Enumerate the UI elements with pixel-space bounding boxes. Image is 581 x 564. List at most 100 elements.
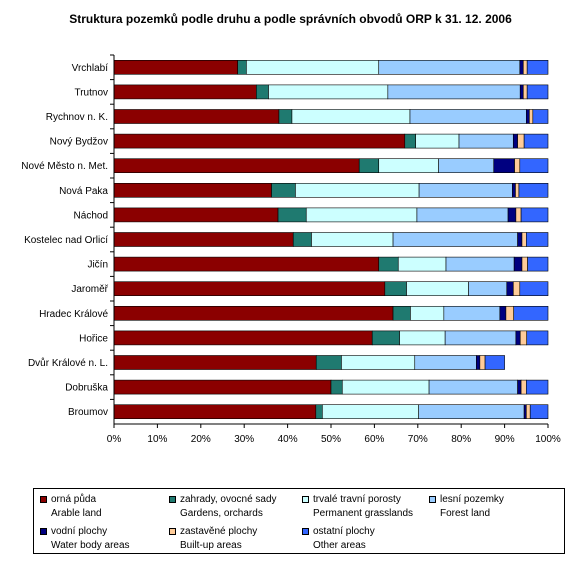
bar-kostelec-nad-orlici-other-areas bbox=[525, 232, 549, 247]
bar-nova-paka-arable-land bbox=[113, 183, 272, 198]
bar-hradec-kralove-arable-land bbox=[113, 305, 394, 321]
legend-label-cz: lesní pozemky bbox=[440, 494, 504, 505]
legend-swatch bbox=[169, 528, 176, 535]
bar-nove-mesto-n-met-water-body-areas bbox=[493, 158, 515, 173]
bar-broumov-arable-land bbox=[113, 404, 317, 420]
bar-jicin-forest-land bbox=[445, 256, 515, 272]
bar-broumov-water-body-areas bbox=[523, 404, 527, 420]
bar-broumov-permanent-grasslands bbox=[322, 404, 419, 420]
legend-label-en: Gardens, orchards bbox=[180, 508, 263, 519]
bar-broumov-forest-land bbox=[418, 404, 525, 420]
bar-novy-bydzov-arable-land bbox=[113, 133, 406, 149]
bar-dvur-kralove-n-l-arable-land bbox=[113, 355, 317, 370]
x-tick-label: 30% bbox=[234, 434, 254, 445]
bar-trutnov-water-body-areas bbox=[519, 84, 524, 100]
category-label: Jaroměř bbox=[71, 284, 108, 295]
x-tick-label: 60% bbox=[364, 434, 384, 445]
bar-jicin-built-up-areas bbox=[521, 256, 528, 272]
bar-nova-paka-built-up-areas bbox=[515, 183, 520, 198]
bar-dobruska-permanent-grasslands bbox=[341, 379, 430, 395]
category-label: Dobruška bbox=[65, 383, 108, 394]
category-label: Nový Bydžov bbox=[50, 137, 108, 148]
bar-jaromer-gardens-orchards bbox=[384, 281, 407, 297]
x-tick-label: 10% bbox=[147, 434, 167, 445]
legend-label-cz: zahrady, ovocné sady bbox=[180, 494, 277, 505]
bar-jaromer-forest-land bbox=[468, 281, 508, 297]
bar-broumov-built-up-areas bbox=[525, 404, 531, 420]
bar-hradec-kralove-other-areas bbox=[513, 305, 549, 321]
bar-nachod-water-body-areas bbox=[507, 207, 517, 223]
legend-label-en: Forest land bbox=[440, 508, 491, 519]
bar-vrchlabi-water-body-areas bbox=[519, 59, 524, 75]
bar-nova-paka-forest-land bbox=[418, 183, 513, 198]
bar-novy-bydzov-water-body-areas bbox=[512, 133, 518, 149]
bar-nove-mesto-n-met-other-areas bbox=[519, 158, 549, 173]
bar-dobruska-gardens-orchards bbox=[330, 379, 343, 395]
bar-nove-mesto-n-met-built-up-areas bbox=[514, 158, 521, 173]
bar-horice-water-body-areas bbox=[515, 330, 521, 346]
bar-dobruska-other-areas bbox=[525, 379, 549, 395]
bar-horice-forest-land bbox=[444, 330, 517, 346]
bar-novy-bydzov-built-up-areas bbox=[517, 133, 525, 149]
chart-title: Struktura pozemků podle druhu a podle sp… bbox=[69, 12, 512, 26]
legend-label-cz: zastavěné plochy bbox=[180, 526, 258, 537]
bar-hradec-kralove-water-body-areas bbox=[499, 305, 507, 321]
bar-rychnov-n-k-water-body-areas bbox=[525, 109, 530, 124]
bar-trutnov-other-areas bbox=[526, 84, 549, 100]
bar-broumov-other-areas bbox=[529, 404, 549, 420]
category-label: Nové Město n. Met. bbox=[21, 161, 108, 172]
bar-jaromer-permanent-grasslands bbox=[406, 281, 469, 297]
bar-nova-paka-gardens-orchards bbox=[271, 183, 296, 198]
bar-jaromer-arable-land bbox=[113, 281, 386, 297]
bar-hradec-kralove-built-up-areas bbox=[505, 305, 515, 321]
x-tick-label: 80% bbox=[451, 434, 471, 445]
legend-swatch bbox=[302, 496, 309, 503]
bar-jicin-permanent-grasslands bbox=[397, 256, 447, 272]
bar-broumov-gardens-orchards bbox=[315, 404, 323, 420]
category-label: Broumov bbox=[68, 407, 108, 418]
x-tick-label: 90% bbox=[495, 434, 515, 445]
legend-label-cz: trvalé travní porosty bbox=[313, 494, 401, 505]
bar-trutnov-arable-land bbox=[113, 84, 257, 100]
legend-label-en: Other areas bbox=[313, 540, 366, 551]
bar-dobruska-water-body-areas bbox=[517, 379, 522, 395]
bar-horice-arable-land bbox=[113, 330, 373, 346]
bar-kostelec-nad-orlici-forest-land bbox=[392, 232, 518, 247]
bar-trutnov-forest-land bbox=[387, 84, 521, 100]
category-label: Dvůr Králové n. L. bbox=[28, 357, 108, 369]
x-tick-label: 70% bbox=[408, 434, 428, 445]
legend-swatch bbox=[40, 528, 47, 535]
bar-nove-mesto-n-met-permanent-grasslands bbox=[378, 158, 439, 173]
bar-kostelec-nad-orlici-gardens-orchards bbox=[292, 232, 312, 247]
bar-jicin-arable-land bbox=[113, 256, 380, 272]
bar-nove-mesto-n-met-forest-land bbox=[438, 158, 495, 173]
category-label: Hořice bbox=[79, 333, 108, 344]
bar-dobruska-built-up-areas bbox=[520, 379, 527, 395]
bar-trutnov-built-up-areas bbox=[522, 84, 528, 100]
legend-label-en: Permanent grasslands bbox=[313, 508, 414, 519]
bar-nova-paka-other-areas bbox=[518, 183, 549, 198]
bar-kostelec-nad-orlici-permanent-grasslands bbox=[311, 232, 394, 247]
bar-rychnov-n-k-arable-land bbox=[113, 109, 280, 124]
legend-swatch bbox=[302, 528, 309, 535]
x-tick-label: 0% bbox=[107, 434, 122, 445]
bar-nova-paka-permanent-grasslands bbox=[295, 183, 420, 198]
bar-nove-mesto-n-met-arable-land bbox=[113, 158, 360, 173]
legend-label-en: Arable land bbox=[51, 508, 102, 519]
bar-kostelec-nad-orlici-water-body-areas bbox=[517, 232, 523, 247]
bar-novy-bydzov-forest-land bbox=[458, 133, 514, 149]
category-label: Hradec Králové bbox=[39, 309, 108, 320]
bar-kostelec-nad-orlici-built-up-areas bbox=[521, 232, 527, 247]
bar-jaromer-other-areas bbox=[519, 281, 549, 297]
bar-nachod-built-up-areas bbox=[515, 207, 522, 223]
bar-dobruska-arable-land bbox=[113, 379, 332, 395]
bar-dvur-kralove-n-l-water-body-areas bbox=[476, 355, 481, 370]
bar-rychnov-n-k-built-up-areas bbox=[529, 109, 534, 124]
bar-dobruska-forest-land bbox=[428, 379, 518, 395]
legend-label-cz: vodní plochy bbox=[51, 526, 108, 537]
bar-rychnov-n-k-gardens-orchards bbox=[278, 109, 293, 124]
legend-label-cz: orná půda bbox=[51, 494, 97, 505]
bar-dvur-kralove-n-l-forest-land bbox=[414, 355, 477, 370]
legend-label-en: Built-up areas bbox=[180, 540, 242, 551]
chart-legend: orná půda Arable land zahrady, ovocné sady… bbox=[33, 488, 565, 554]
